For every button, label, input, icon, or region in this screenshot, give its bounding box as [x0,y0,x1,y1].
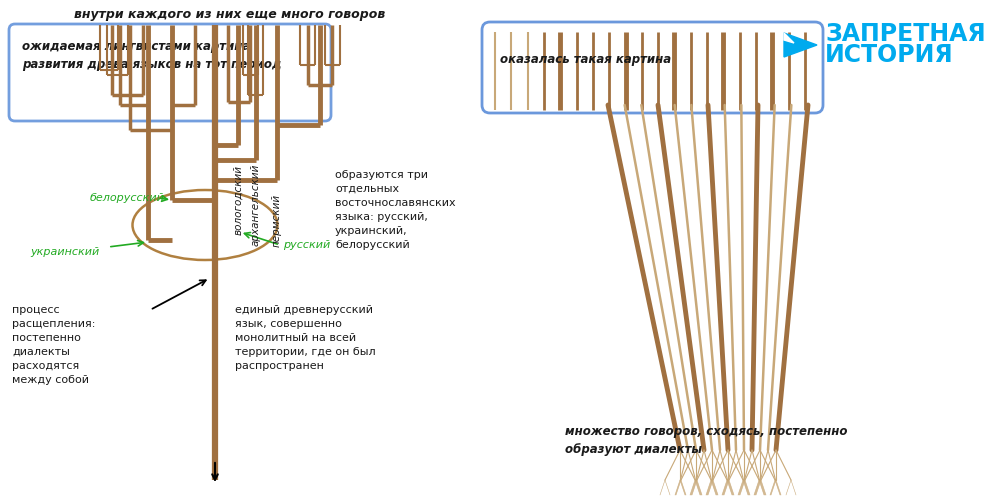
Text: оказалась такая картина: оказалась такая картина [500,54,671,66]
Text: русский: русский [283,240,330,250]
Polygon shape [784,33,794,43]
Text: ИСТОРИЯ: ИСТОРИЯ [825,43,954,67]
Text: внутри каждого из них еще много говоров: внутри каждого из них еще много говоров [74,8,386,21]
Text: образуются три
отдельных
восточнославянских
языка: русский,
украинский,
белорусс: образуются три отдельных восточнославянс… [335,170,456,250]
Text: архангельский: архангельский [251,164,261,246]
Text: множество говоров, сходясь, постепенно
образуют диалекты: множество говоров, сходясь, постепенно о… [565,425,848,456]
Text: вологодский: вологодский [233,165,243,235]
Text: белорусский: белорусский [90,193,165,203]
Text: ожидаемая лингвистами картина
развития древа языков на тот период: ожидаемая лингвистами картина развития д… [22,40,282,71]
Text: процесс
расщепления:
постепенно
диалекты
расходятся
между собой: процесс расщепления: постепенно диалекты… [12,305,95,385]
FancyBboxPatch shape [482,22,823,113]
Text: пермский: пермский [272,194,282,246]
FancyBboxPatch shape [9,24,331,121]
Polygon shape [784,33,817,57]
Text: единый древнерусский
язык, совершенно
монолитный на всей
территории, где он был
: единый древнерусский язык, совершенно мо… [235,305,376,371]
Text: украинский: украинский [30,247,99,257]
Text: ЗАПРЕТНАЯ: ЗАПРЕТНАЯ [825,22,986,46]
